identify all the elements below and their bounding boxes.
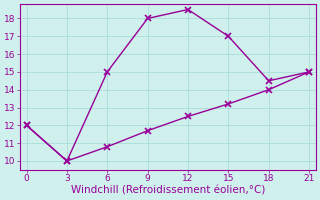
X-axis label: Windchill (Refroidissement éolien,°C): Windchill (Refroidissement éolien,°C) (71, 186, 265, 196)
